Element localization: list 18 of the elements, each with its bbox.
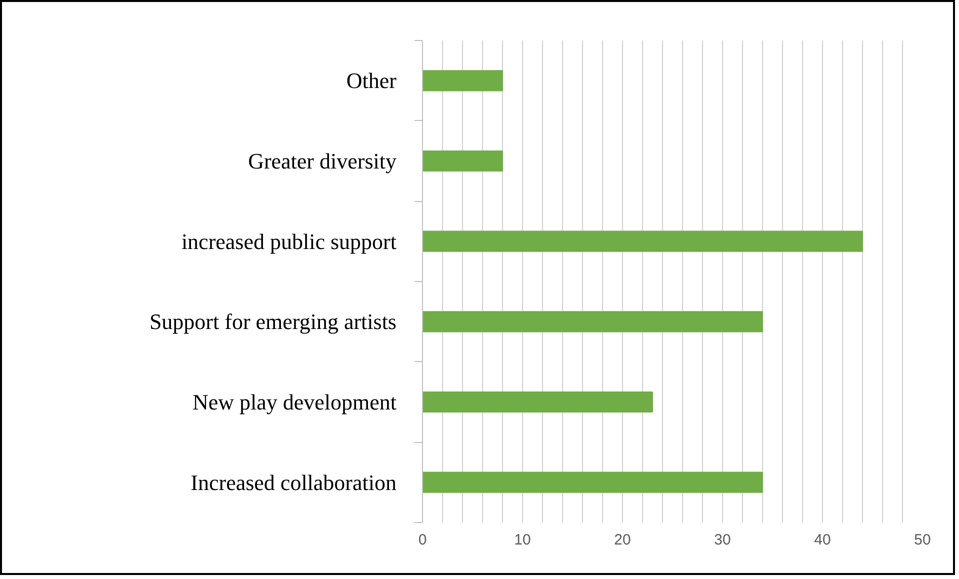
y-tick-label: Other — [346, 68, 398, 94]
x-tick-label: 30 — [714, 532, 731, 548]
bar — [422, 391, 653, 413]
bar — [422, 150, 503, 172]
x-tick-label: 50 — [914, 532, 931, 548]
bar — [422, 311, 763, 332]
x-tick-label: 0 — [418, 532, 427, 548]
x-tick-label: 20 — [614, 532, 631, 548]
x-tick-label: 40 — [814, 532, 831, 548]
y-tick-label: Increased collaboration — [190, 470, 396, 495]
y-tick-label: New play development — [192, 390, 397, 414]
bar — [422, 472, 763, 493]
y-tick-label: Greater diversity — [248, 148, 396, 174]
bar — [422, 70, 503, 92]
y-tick-label: Support for emerging artists — [149, 309, 397, 334]
y-tick-label: increased public support — [181, 228, 397, 254]
x-tick-label: 10 — [514, 532, 531, 548]
bar — [422, 230, 863, 252]
